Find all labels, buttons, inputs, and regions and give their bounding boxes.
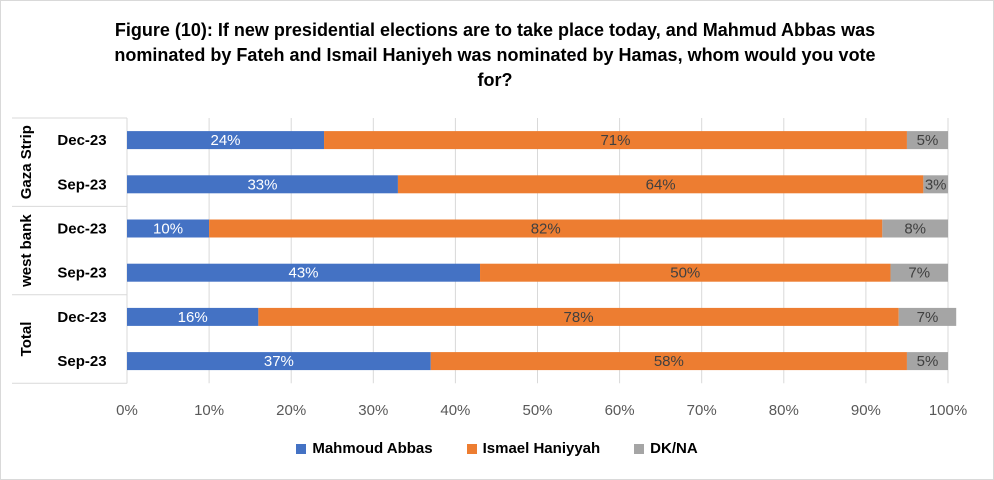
data-label: 7% xyxy=(917,309,939,326)
legend-swatch xyxy=(296,443,307,454)
data-label: 16% xyxy=(178,309,208,326)
data-label: 82% xyxy=(531,221,561,238)
bar-segment xyxy=(906,131,948,150)
x-tick-label: 100% xyxy=(929,402,967,419)
bar-segment xyxy=(898,307,957,326)
x-tick-label: 50% xyxy=(522,402,552,419)
legend-label: DK/NA xyxy=(650,440,698,457)
bar-segment xyxy=(397,175,924,194)
x-tick-label: 40% xyxy=(440,402,470,419)
group-label: Total xyxy=(18,322,35,357)
x-tick-label: 70% xyxy=(687,402,717,419)
bar-segment xyxy=(127,219,210,238)
group-label: west bank xyxy=(18,214,35,288)
legend-item-abbas: Mahmoud Abbas xyxy=(296,440,433,457)
legend-swatch xyxy=(466,443,477,454)
x-tick-label: 0% xyxy=(116,402,138,419)
bar-segment xyxy=(127,307,259,326)
bar-segment xyxy=(127,352,431,371)
bar-segment xyxy=(324,131,907,150)
data-label: 64% xyxy=(646,176,676,193)
chart-title-line: for? xyxy=(477,70,513,90)
data-label: 3% xyxy=(925,176,947,193)
x-tick-label: 20% xyxy=(276,402,306,419)
bar-segment xyxy=(480,263,891,282)
bar-segment xyxy=(882,219,948,238)
category-label: Sep-23 xyxy=(57,176,106,193)
legend-item-haniyyah: Ismael Haniyyah xyxy=(466,440,601,457)
category-label: Dec-23 xyxy=(57,221,106,238)
data-label: 8% xyxy=(904,221,926,238)
data-label: 71% xyxy=(600,132,630,149)
legend-label: Ismael Haniyyah xyxy=(482,440,601,457)
category-label: Dec-23 xyxy=(57,132,106,149)
bar-segment xyxy=(127,131,325,150)
data-label: 78% xyxy=(564,309,594,326)
group-label: Gaza Strip xyxy=(18,125,35,199)
data-label: 5% xyxy=(917,132,939,149)
data-label: 50% xyxy=(670,265,700,282)
category-label: Sep-23 xyxy=(57,353,106,370)
legend-swatch xyxy=(634,443,645,454)
data-label: 7% xyxy=(908,265,930,282)
data-label: 43% xyxy=(288,265,318,282)
x-tick-label: 60% xyxy=(605,402,635,419)
bar-segment xyxy=(127,175,398,194)
bar-segment xyxy=(209,219,883,238)
x-tick-label: 80% xyxy=(769,402,799,419)
bar-segment xyxy=(890,263,948,282)
category-label: Dec-23 xyxy=(57,309,106,326)
x-tick-label: 90% xyxy=(851,402,881,419)
data-label: 37% xyxy=(264,353,294,370)
legend-label: Mahmoud Abbas xyxy=(312,440,433,457)
bar-segment xyxy=(430,352,907,371)
bar-segment xyxy=(923,175,948,194)
bar-segment xyxy=(127,263,481,282)
data-label: 33% xyxy=(247,176,277,193)
chart-title-line: nominated by Fateh and Ismail Haniyeh wa… xyxy=(114,45,876,65)
bar-segment xyxy=(258,307,899,326)
x-tick-label: 10% xyxy=(194,402,224,419)
x-tick-label: 30% xyxy=(358,402,388,419)
legend-item-dkna: DK/NA xyxy=(634,440,698,457)
chart-legend: Mahmoud Abbas Ismael Haniyyah DK/NA xyxy=(0,440,994,457)
data-label: 5% xyxy=(917,353,939,370)
bar-segment xyxy=(906,352,948,371)
data-label: 24% xyxy=(211,132,241,149)
data-label: 58% xyxy=(654,353,684,370)
data-label: 10% xyxy=(153,221,183,238)
chart-title: Figure (10): If new presidential electio… xyxy=(80,18,910,93)
chart-title-line: Figure (10): If new presidential electio… xyxy=(114,20,876,40)
category-label: Sep-23 xyxy=(57,265,106,282)
